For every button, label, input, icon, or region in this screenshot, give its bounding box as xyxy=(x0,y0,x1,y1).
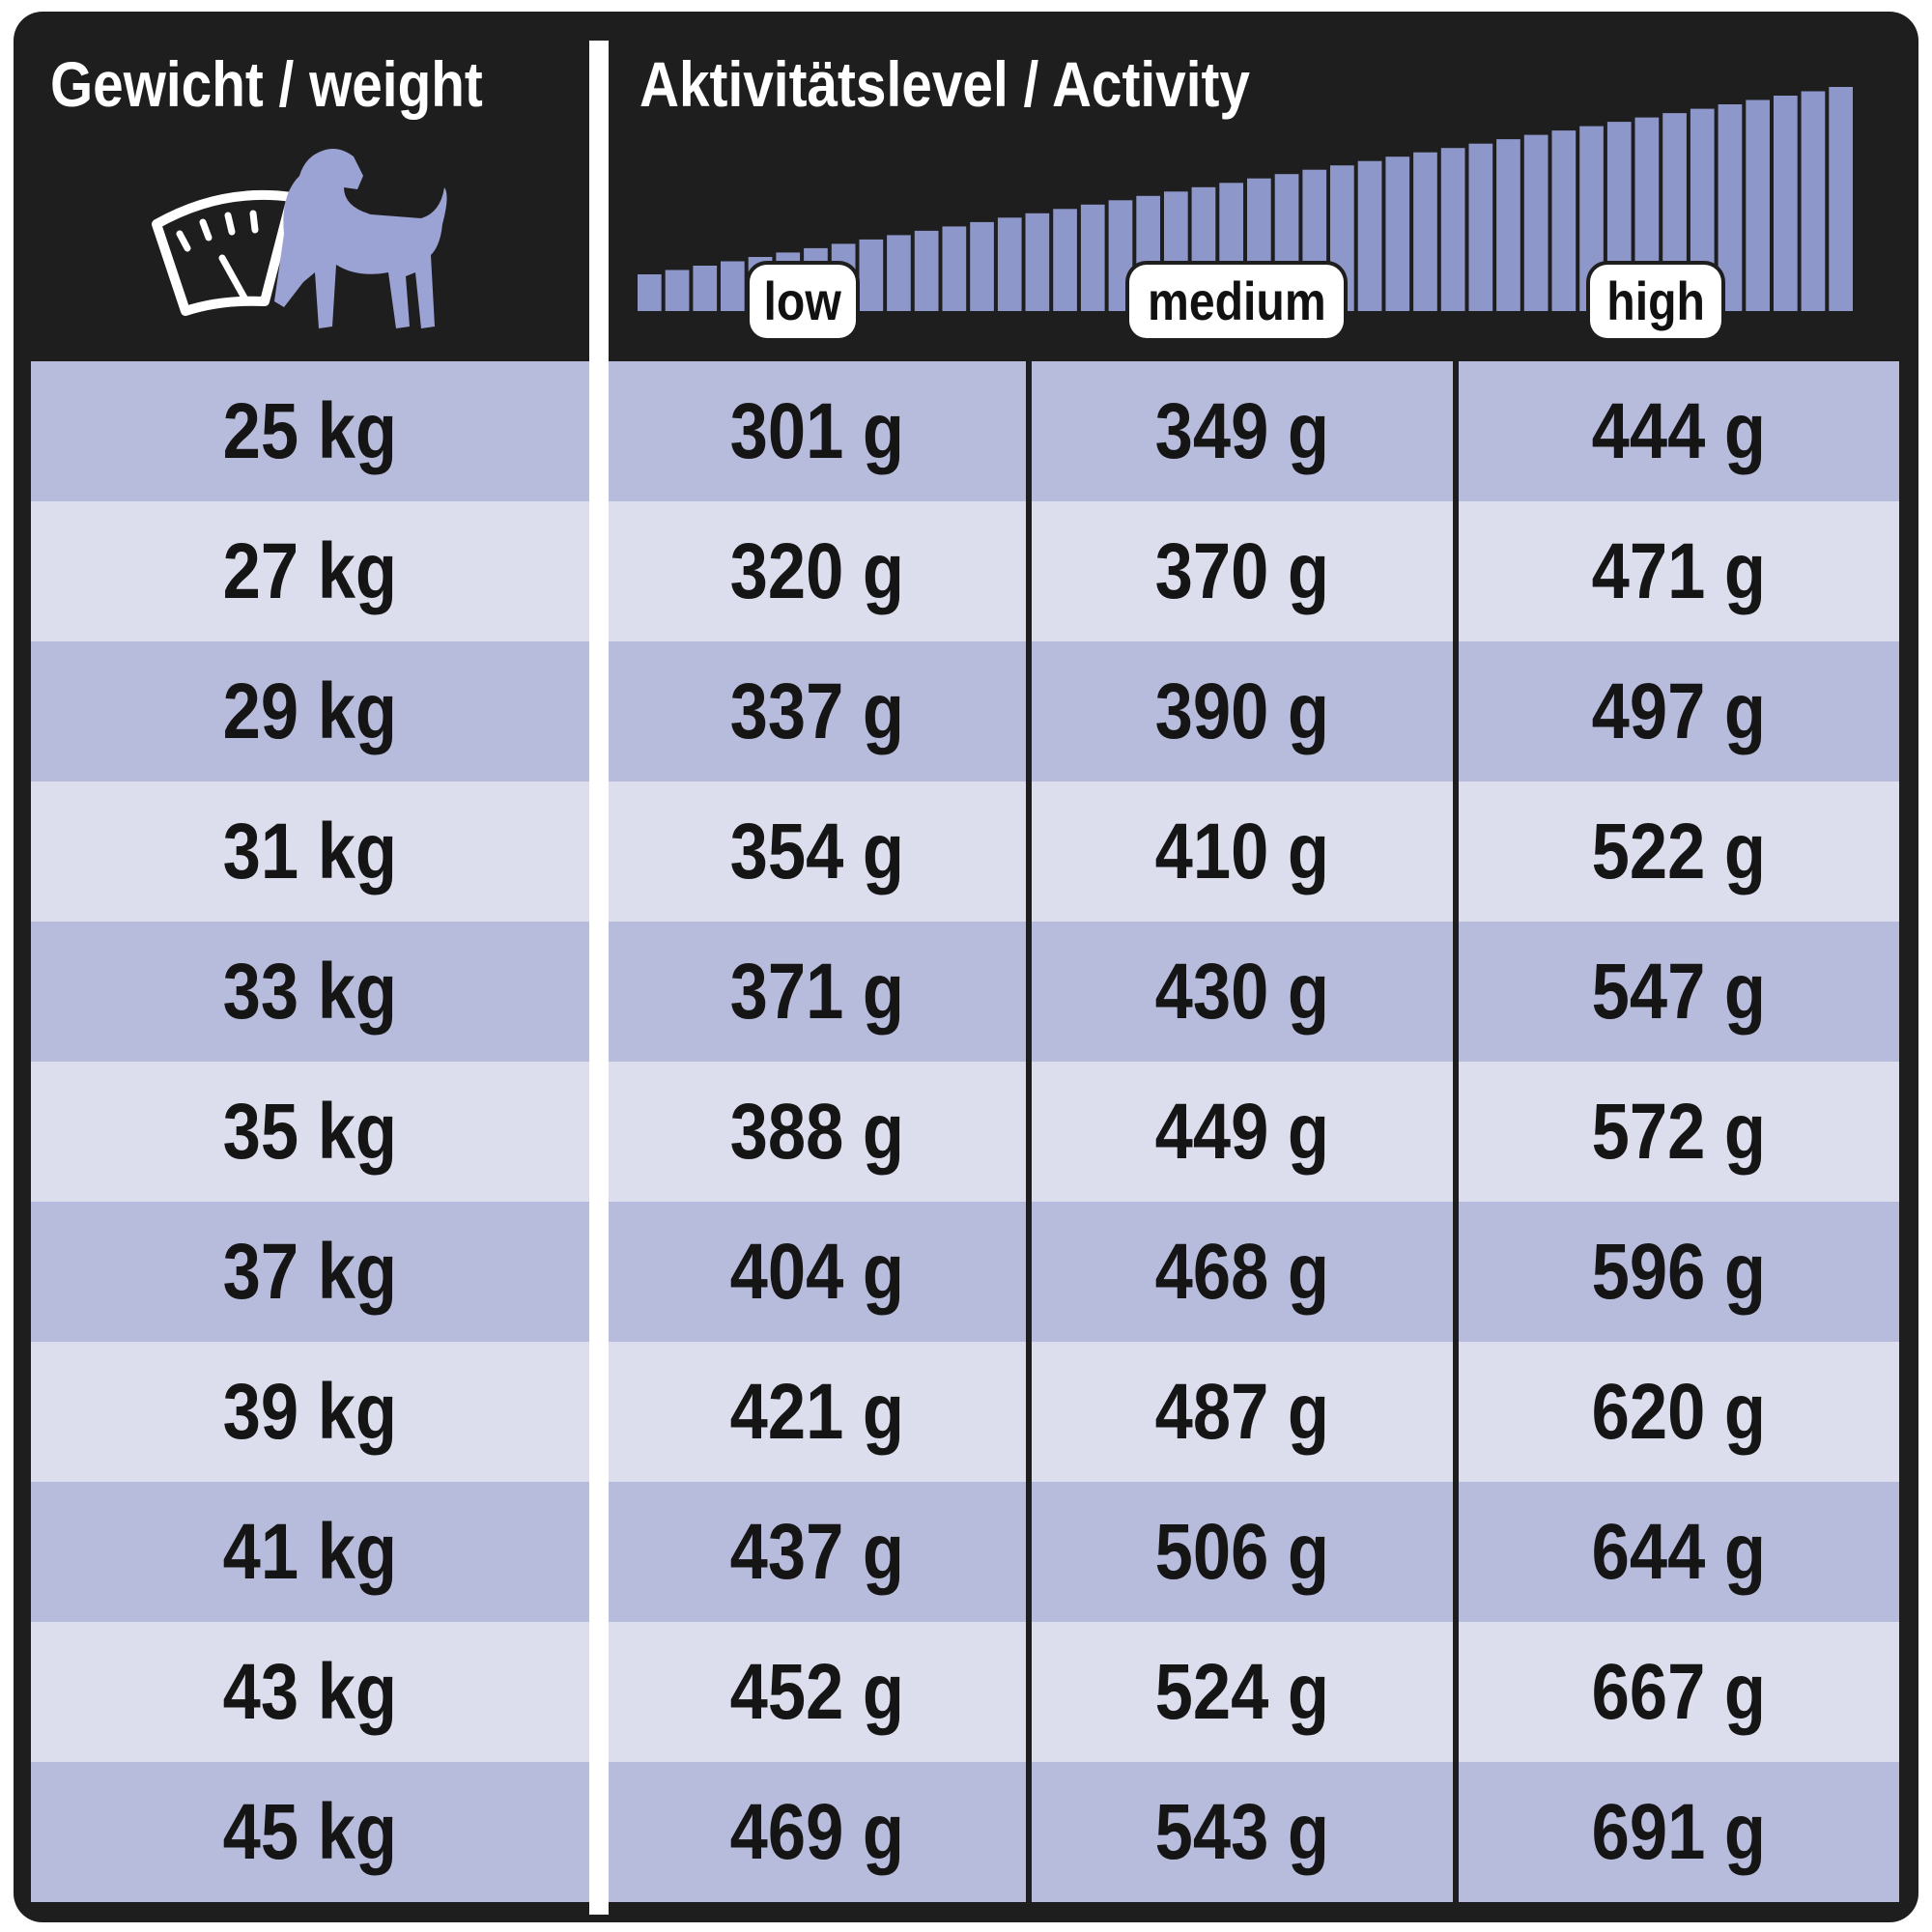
high-activity-cell: 497 g xyxy=(1459,641,1899,781)
activity-ramp-bar xyxy=(970,221,994,311)
table-row: 45 kg 469 g 543 g 691 g xyxy=(31,1762,1918,1902)
activity-ramp-bar xyxy=(859,239,884,311)
medium-activity-cell: 430 g xyxy=(1032,922,1453,1062)
weight-cell: 39 kg xyxy=(31,1342,589,1482)
high-activity-cell: 547 g xyxy=(1459,922,1899,1062)
activity-ramp-bar xyxy=(1080,204,1105,311)
medium-activity-cell: 543 g xyxy=(1032,1762,1453,1902)
activity-ramp-bar xyxy=(693,266,718,311)
table-row: 37 kg 404 g 468 g 596 g xyxy=(31,1202,1918,1342)
table-row: 27 kg 320 g 370 g 471 g xyxy=(31,501,1918,641)
low-activity-cell: 371 g xyxy=(609,922,1026,1062)
activity-ramp-bar xyxy=(1496,139,1520,311)
weight-cell: 33 kg xyxy=(31,922,589,1062)
table-row: 29 kg 337 g 390 g 497 g xyxy=(31,641,1918,781)
activity-ramp-bar xyxy=(721,261,745,311)
activity-ramp-bar xyxy=(1774,96,1798,311)
medium-activity-cell: 506 g xyxy=(1032,1482,1453,1622)
activity-ramp-bar xyxy=(1413,152,1437,311)
medium-activity-cell: 390 g xyxy=(1032,641,1453,781)
activity-ramp-bar xyxy=(914,230,939,311)
weight-cell: 45 kg xyxy=(31,1762,589,1902)
table-body: 25 kg 301 g 349 g 444 g 27 kg 320 g 370 … xyxy=(31,361,1918,1902)
weight-cell: 37 kg xyxy=(31,1202,589,1342)
weight-cell: 29 kg xyxy=(31,641,589,781)
activity-column-title: Aktivitätslevel / Activity xyxy=(639,48,1250,120)
high-activity-cell: 572 g xyxy=(1459,1062,1899,1202)
high-activity-cell: 471 g xyxy=(1459,501,1899,641)
medium-activity-cell: 524 g xyxy=(1032,1622,1453,1762)
table-row: 25 kg 301 g 349 g 444 g xyxy=(31,361,1918,501)
activity-ramp-bar xyxy=(1718,104,1743,311)
activity-level-low: low xyxy=(750,265,856,338)
table-row: 39 kg 421 g 487 g 620 g xyxy=(31,1342,1918,1482)
high-activity-cell: 444 g xyxy=(1459,361,1899,501)
scale-with-dog-icon xyxy=(152,149,447,328)
weight-cell: 27 kg xyxy=(31,501,589,641)
activity-ramp-bar xyxy=(1385,156,1410,311)
activity-ramp-bar xyxy=(1468,143,1493,311)
activity-ramp-bar xyxy=(1108,200,1133,311)
medium-activity-cell: 410 g xyxy=(1032,781,1453,922)
table-row: 43 kg 452 g 524 g 667 g xyxy=(31,1622,1918,1762)
weight-cell: 35 kg xyxy=(31,1062,589,1202)
medium-activity-cell: 487 g xyxy=(1032,1342,1453,1482)
low-activity-cell: 354 g xyxy=(609,781,1026,922)
table-row: 35 kg 388 g 449 g 572 g xyxy=(31,1062,1918,1202)
high-activity-cell: 667 g xyxy=(1459,1622,1899,1762)
high-activity-cell: 691 g xyxy=(1459,1762,1899,1902)
low-activity-cell: 404 g xyxy=(609,1202,1026,1342)
activity-ramp-bar xyxy=(942,226,967,311)
low-activity-cell: 421 g xyxy=(609,1342,1026,1482)
activity-ramp-bar xyxy=(1746,99,1770,311)
column-divider xyxy=(589,41,609,1915)
medium-activity-cell: 449 g xyxy=(1032,1062,1453,1202)
high-activity-cell: 522 g xyxy=(1459,781,1899,922)
activity-ramp-bar xyxy=(665,270,690,311)
activity-ramp-bar xyxy=(1357,160,1382,311)
medium-activity-cell: 468 g xyxy=(1032,1202,1453,1342)
activity-ramp-bar xyxy=(1551,130,1577,311)
activity-ramp-bar xyxy=(1829,87,1853,311)
low-activity-cell: 301 g xyxy=(609,361,1026,501)
low-activity-cell: 337 g xyxy=(609,641,1026,781)
weight-cell: 31 kg xyxy=(31,781,589,922)
activity-ramp-bar xyxy=(1523,134,1548,311)
activity-ramp-bar xyxy=(1053,209,1077,311)
activity-ramp-bar xyxy=(1801,91,1826,311)
low-activity-cell: 469 g xyxy=(609,1762,1026,1902)
activity-level-high: high xyxy=(1590,265,1721,338)
high-activity-cell: 644 g xyxy=(1459,1482,1899,1622)
weight-column-title: Gewicht / weight xyxy=(50,48,483,120)
weight-cell: 41 kg xyxy=(31,1482,589,1622)
activity-ramp-bar xyxy=(1440,148,1465,311)
high-activity-cell: 596 g xyxy=(1459,1202,1899,1342)
table-row: 41 kg 437 g 506 g 644 g xyxy=(31,1482,1918,1622)
low-activity-cell: 388 g xyxy=(609,1062,1026,1202)
medium-activity-cell: 370 g xyxy=(1032,501,1453,641)
activity-ramp-bar xyxy=(997,217,1022,311)
activity-ramp-bar xyxy=(638,274,662,311)
low-activity-cell: 320 g xyxy=(609,501,1026,641)
activity-level-medium: medium xyxy=(1129,265,1344,338)
activity-ramp-bar xyxy=(1025,213,1050,311)
low-activity-cell: 437 g xyxy=(609,1482,1026,1622)
low-activity-cell: 452 g xyxy=(609,1622,1026,1762)
table-row: 33 kg 371 g 430 g 547 g xyxy=(31,922,1918,1062)
medium-activity-cell: 349 g xyxy=(1032,361,1453,501)
weight-cell: 43 kg xyxy=(31,1622,589,1762)
table-row: 31 kg 354 g 410 g 522 g xyxy=(31,781,1918,922)
activity-ramp-bar xyxy=(887,235,911,311)
feeding-table: Gewicht / weight Aktivitätslevel / Activ… xyxy=(14,12,1918,1922)
high-activity-cell: 620 g xyxy=(1459,1342,1899,1482)
weight-cell: 25 kg xyxy=(31,361,589,501)
